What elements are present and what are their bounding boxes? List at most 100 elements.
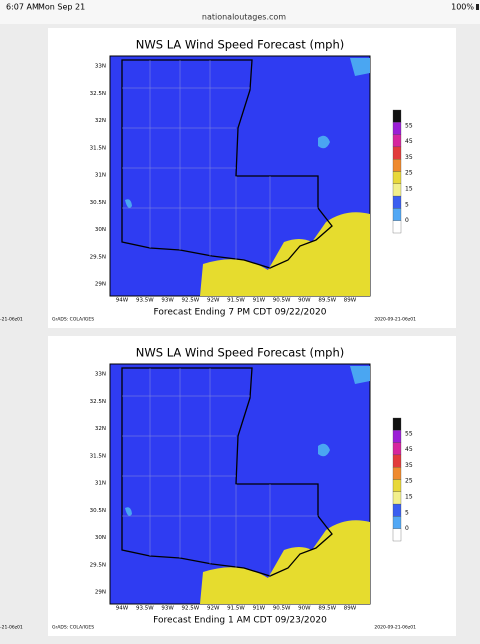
latitude-label: 30.5N (90, 200, 106, 206)
latitude-label: 30N (95, 227, 106, 233)
latitude-label: 29N (95, 590, 106, 596)
colorbar-label: 45 (405, 138, 413, 145)
latitude-label: 32.5N (90, 91, 106, 97)
map-panel: NWS LA Wind Speed Forecast (mph) 33N 32.5N… (0, 28, 456, 328)
panel-caption: Forecast Ending 1 AM CDT 09/23/2020 (153, 616, 327, 626)
latitude-label: 32.5N (90, 399, 106, 405)
longitude-label: 89W (344, 606, 357, 612)
longitude-label: 91W (253, 298, 266, 304)
clock: 6:07 AM (6, 3, 39, 12)
longitude-label: 90.5W (273, 606, 291, 612)
latitude-label: 29.5N (90, 562, 106, 568)
battery: 100% (451, 3, 474, 12)
colorbar-segment (392, 122, 402, 135)
latitude-label: 33N (95, 64, 106, 70)
longitude-label: 91.5W (227, 606, 245, 612)
colorbar-label: 0 (405, 525, 409, 532)
longitude-label: 91W (253, 606, 266, 612)
latitude-label: 31.5N (90, 145, 106, 151)
longitude-label: 90W (298, 298, 311, 304)
longitude-label: 92W (207, 298, 220, 304)
longitude-label: 89W (344, 298, 357, 304)
longitude-label: 92.5W (182, 298, 200, 304)
credit: GrADS: COLA/IGES (52, 625, 94, 631)
colorbar-label: 5 (405, 201, 409, 208)
longitude-label: 90.5W (273, 298, 291, 304)
edge-text: -21-06z01 (0, 317, 23, 323)
high-wind-area (200, 520, 370, 604)
colorbar-segment (392, 195, 402, 209)
panel-caption: Forecast Ending 7 PM CDT 09/22/2020 (154, 308, 327, 318)
longitude-label: 94W (116, 298, 129, 304)
latitude-label: 30N (95, 535, 106, 541)
latitude-label: 32N (95, 118, 106, 124)
colorbar-segment (392, 491, 402, 505)
latitude-label: 33N (95, 372, 106, 378)
colorbar-segment (392, 220, 402, 234)
high-wind-area (200, 212, 370, 296)
panel-title: NWS LA Wind Speed Forecast (mph) (136, 38, 344, 52)
colorbar-segment (392, 171, 402, 184)
timestamp: 2020-09-21-06z01 (374, 317, 416, 323)
latitude-label: 31.5N (90, 453, 106, 459)
longitude-label: 90W (298, 606, 311, 612)
colorbar-segment (392, 503, 402, 517)
colorbar-label: 5 (405, 509, 409, 516)
colorbar-segment (392, 109, 402, 123)
longitude-label: 89.5W (318, 606, 336, 612)
map-panel: NWS LA Wind Speed Forecast (mph) 33N 32.5N… (0, 336, 456, 636)
longitude-label: 93.5W (136, 606, 154, 612)
colorbar-label: 55 (405, 122, 413, 129)
latitude-label: 29.5N (90, 254, 106, 260)
colorbar-label: 35 (405, 154, 413, 161)
state-outline (121, 367, 333, 577)
panels: NWS LA Wind Speed Forecast (mph) 33N 32.5N… (0, 28, 456, 636)
colorbar-label: 55 (405, 430, 413, 437)
longitude-label: 94W (116, 606, 129, 612)
state-outline (121, 59, 333, 269)
edge-text: -21-06z01 (0, 625, 23, 631)
longitude-label: 93.5W (136, 298, 154, 304)
colorbar-segment (392, 134, 402, 148)
latitude-label: 30.5N (90, 508, 106, 514)
colorbar-segment (392, 467, 402, 480)
longitude-label: 92.5W (182, 606, 200, 612)
colorbar-label: 0 (405, 217, 409, 224)
longitude-label: 93W (161, 298, 174, 304)
colorbar-label: 45 (405, 446, 413, 453)
colorbar-label: 15 (405, 494, 413, 501)
latitude-label: 29N (95, 282, 106, 288)
colorbar-segment (392, 430, 402, 443)
colorbar-segment (392, 454, 402, 468)
longitude-label: 91.5W (227, 298, 245, 304)
timestamp: 2020-09-21-06z01 (374, 625, 416, 631)
credit: GrADS: COLA/IGES (52, 317, 94, 323)
colorbar-label: 25 (405, 170, 413, 177)
parish-lines (122, 368, 318, 576)
colorbar-segment (392, 417, 402, 431)
colorbar-segment (392, 146, 402, 160)
colorbar-label: 25 (405, 478, 413, 485)
longitude-label: 92W (207, 606, 220, 612)
date: Mon Sep 21 (38, 3, 85, 12)
colorbar-segment (392, 208, 402, 221)
top-bar (0, 0, 480, 24)
battery-icon (476, 4, 479, 10)
longitude-label: 89.5W (318, 298, 336, 304)
colorbar-segment (392, 442, 402, 456)
colorbar-label: 15 (405, 186, 413, 193)
colorbar-segment (392, 183, 402, 197)
colorbar-segment (392, 159, 402, 172)
longitude-label: 93W (161, 606, 174, 612)
panel-title: NWS LA Wind Speed Forecast (mph) (136, 346, 344, 360)
colorbar-segment (392, 516, 402, 529)
latitude-label: 32N (95, 426, 106, 432)
latitude-label: 31N (95, 173, 106, 179)
url[interactable]: nationaloutages.com (202, 13, 286, 22)
colorbar-label: 35 (405, 462, 413, 469)
parish-lines (122, 60, 318, 268)
colorbar-segment (392, 528, 402, 542)
latitude-label: 31N (95, 481, 106, 487)
